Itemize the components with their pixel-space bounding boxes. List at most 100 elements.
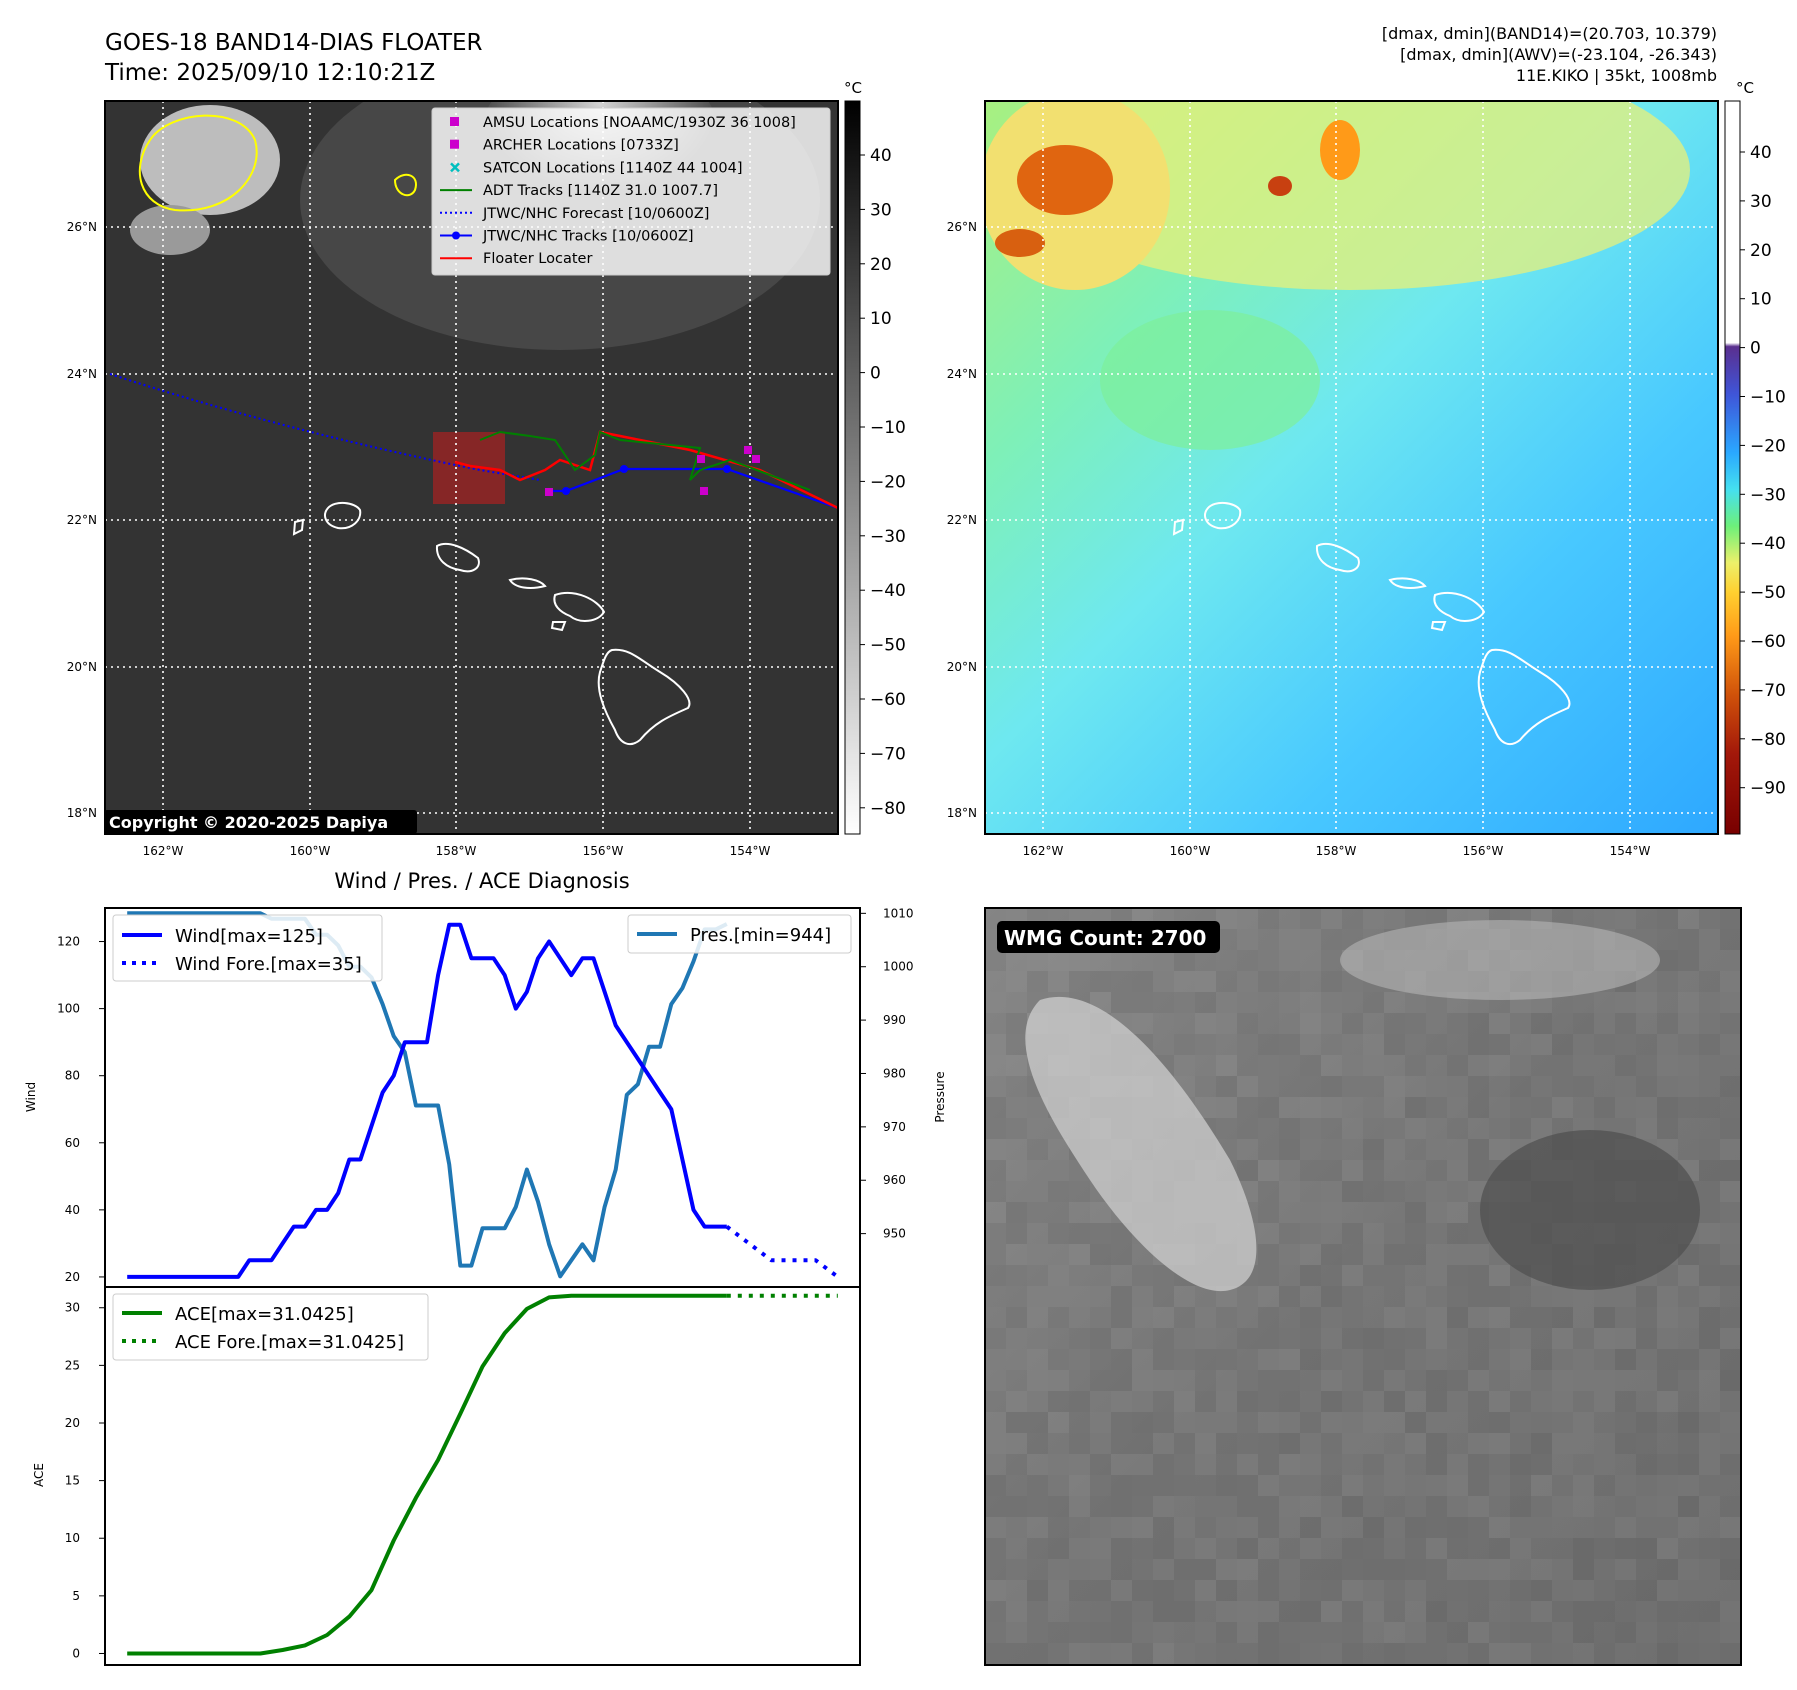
wmg-pixel — [1048, 1517, 1069, 1538]
wmg-pixel — [1321, 1370, 1342, 1391]
wmg-pixel — [1489, 1433, 1510, 1454]
awv-map-frame — [984, 100, 1719, 835]
wmg-pixel — [1615, 1391, 1636, 1412]
wmg-pixel — [1300, 1622, 1321, 1643]
wmg-pixel — [1006, 1055, 1027, 1076]
wmg-pixel — [1720, 1349, 1741, 1370]
wmg-pixel — [1531, 1307, 1552, 1328]
wmg-pixel — [1552, 1433, 1573, 1454]
wmg-pixel — [1027, 1454, 1048, 1475]
wmg-pixel — [985, 1559, 1006, 1580]
wmg-pixel — [1069, 1601, 1090, 1622]
wmg-pixel — [1174, 1286, 1195, 1307]
wmg-pixel — [1531, 1286, 1552, 1307]
wmg-pixel — [1174, 1412, 1195, 1433]
wmg-pixel — [1300, 1475, 1321, 1496]
wmg-pixel — [1573, 1622, 1594, 1643]
lon-label: 158°W — [1316, 844, 1357, 858]
pressure-tick-label: 950 — [883, 1227, 906, 1241]
wmg-pixel — [1006, 1475, 1027, 1496]
wmg-pixel — [1636, 1013, 1657, 1034]
wmg-pixel — [1720, 1328, 1741, 1349]
wmg-pixel — [1027, 1433, 1048, 1454]
wmg-pixel — [1342, 1013, 1363, 1034]
wmg-pixel — [1237, 1601, 1258, 1622]
wmg-pixel — [1300, 908, 1321, 929]
wmg-pixel — [1363, 1601, 1384, 1622]
wmg-pixel — [1048, 1475, 1069, 1496]
ace-plot-frame — [104, 1286, 861, 1666]
wmg-pixel — [1321, 1181, 1342, 1202]
wmg-pixel — [1636, 992, 1657, 1013]
wmg-pixel — [1489, 1097, 1510, 1118]
wmg-pixel — [1342, 1328, 1363, 1349]
wmg-pixel — [985, 971, 1006, 992]
wind-tick-label: 80 — [65, 1069, 80, 1083]
ace-tick-label: 30 — [65, 1301, 80, 1315]
colorbar-tick-label: −10 — [870, 418, 906, 438]
wmg-pixel — [1594, 1454, 1615, 1475]
wmg-pixel — [1111, 1391, 1132, 1412]
wmg-pixel — [1321, 1202, 1342, 1223]
colorbar-tick-label: 30 — [1750, 192, 1772, 212]
wmg-pixel — [1279, 1076, 1300, 1097]
wmg-pixel — [1111, 1580, 1132, 1601]
colorbar-tick-label: −60 — [1750, 632, 1786, 652]
wmg-pixel — [1573, 1559, 1594, 1580]
wmg-pixel — [985, 1538, 1006, 1559]
wmg-pixel — [1720, 971, 1741, 992]
wmg-pixel — [1342, 1517, 1363, 1538]
wmg-pixel — [1699, 1370, 1720, 1391]
wmg-pixel — [1468, 1601, 1489, 1622]
wind-pressure-plot: 120 100 80 60 40 20 1010 1000 990 980 970 960 950 Wi… — [24, 906, 947, 1288]
wmg-pixel — [1678, 971, 1699, 992]
wmg-pixel — [1615, 1433, 1636, 1454]
wmg-pixel — [1363, 1055, 1384, 1076]
wmg-pixel — [985, 1517, 1006, 1538]
wmg-pixel — [1531, 1055, 1552, 1076]
wmg-pixel — [1195, 1601, 1216, 1622]
wmg-pixel — [1174, 1538, 1195, 1559]
wmg-pixel — [1720, 1433, 1741, 1454]
wmg-pixel — [1573, 1412, 1594, 1433]
wmg-pixel — [1300, 1055, 1321, 1076]
wmg-pixel — [1699, 1244, 1720, 1265]
wmg-pixel — [1363, 1202, 1384, 1223]
lat-label: 24°N — [947, 367, 977, 381]
colorbar-tick-label: 40 — [1750, 143, 1772, 163]
pressure-legend-box — [627, 914, 852, 954]
lon-label: 154°W — [730, 844, 771, 858]
wmg-pixel — [985, 1412, 1006, 1433]
wmg-pixel — [1699, 1118, 1720, 1139]
wmg-pixel — [1615, 908, 1636, 929]
wind-legend-box — [112, 914, 383, 982]
wmg-pixel — [1132, 1013, 1153, 1034]
wmg-pixel — [1006, 1202, 1027, 1223]
wmg-pixel — [1720, 1223, 1741, 1244]
wmg-pixel — [1384, 1601, 1405, 1622]
wmg-pixel — [1342, 1643, 1363, 1664]
wmg-pixel — [1321, 1412, 1342, 1433]
wmg-pixel — [1426, 1223, 1447, 1244]
wmg-pixel — [1615, 1496, 1636, 1517]
colorbar-tick-label: −40 — [1750, 534, 1786, 554]
colorbar-tick-label: −40 — [870, 581, 906, 601]
wmg-pixel — [1006, 1601, 1027, 1622]
wmg-pixel — [1573, 1433, 1594, 1454]
wmg-pixel — [1279, 1601, 1300, 1622]
wmg-pixel — [1363, 1622, 1384, 1643]
wmg-pixel — [1510, 1013, 1531, 1034]
wmg-pixel — [1699, 1454, 1720, 1475]
wmg-pixel — [1279, 950, 1300, 971]
wmg-pixel — [1552, 1517, 1573, 1538]
wmg-pixel — [1426, 1454, 1447, 1475]
wmg-pixel — [1720, 1055, 1741, 1076]
wmg-pixel — [1468, 1433, 1489, 1454]
wmg-pixel — [1237, 1286, 1258, 1307]
lat-label: 18°N — [947, 806, 977, 820]
wmg-pixel — [1174, 1055, 1195, 1076]
wmg-pixel — [1531, 1454, 1552, 1475]
wmg-pixel — [1132, 992, 1153, 1013]
wmg-pixel — [1363, 1286, 1384, 1307]
wmg-pixel — [985, 1181, 1006, 1202]
